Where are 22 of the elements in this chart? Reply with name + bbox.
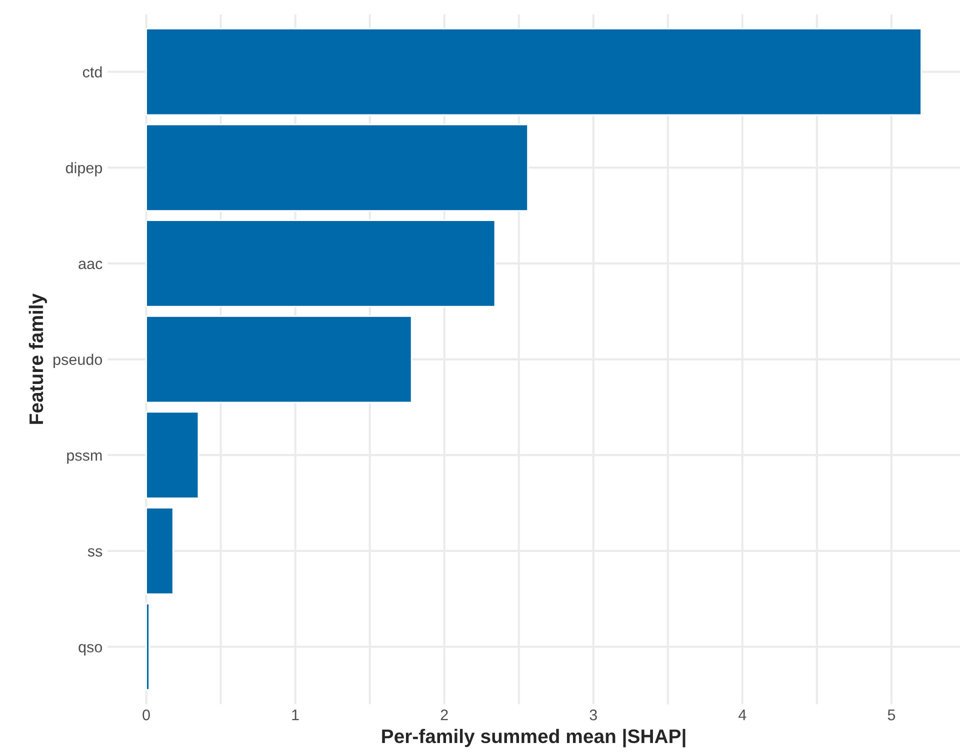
x-tick-label: 1 [292, 710, 299, 720]
x-tick-label: 4 [738, 710, 746, 720]
bar [146, 411, 200, 499]
bar [146, 124, 528, 212]
y-tick-label: qso [78, 644, 102, 656]
y-axis-title: Feature family [28, 293, 47, 424]
y-tick-label: pssm [67, 452, 102, 464]
x-axis-title: Per-family summed mean |SHAP| [382, 728, 686, 748]
y-tick-label: pseudo [54, 354, 102, 368]
y-tick-label: aac [78, 260, 102, 270]
bar [146, 28, 922, 116]
x-tick-label: 2 [440, 710, 448, 720]
bar [146, 602, 150, 691]
y-tick-label: ss [88, 548, 102, 557]
bar [146, 220, 496, 308]
y-tick-label: ctd [82, 66, 102, 78]
y-tick-label: dipep [66, 162, 102, 176]
x-tick-label: 5 [888, 710, 896, 720]
bar [146, 315, 412, 404]
x-tick-label: 3 [590, 710, 597, 720]
bar [146, 507, 174, 595]
x-tick-label: 0 [142, 710, 150, 720]
